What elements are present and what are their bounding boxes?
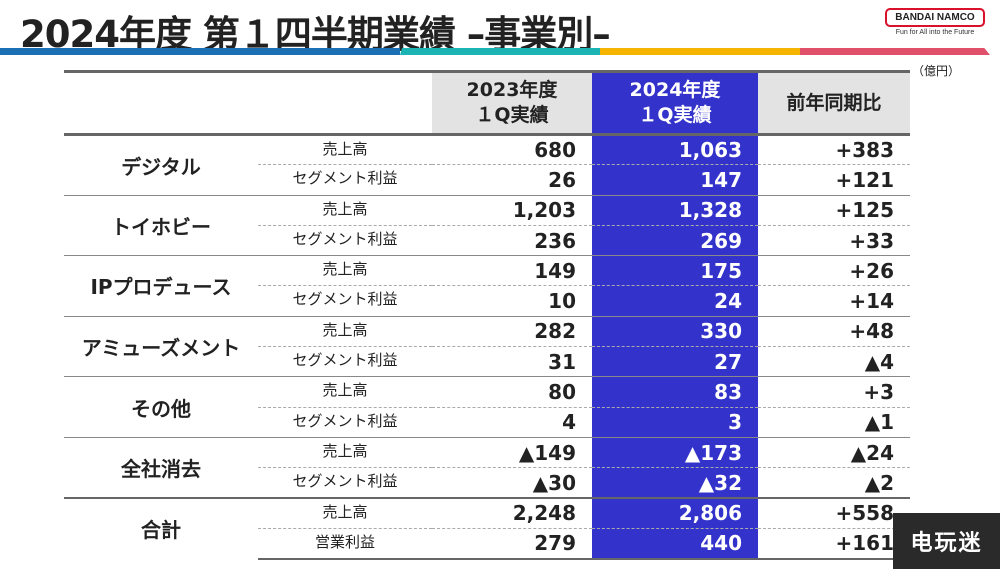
table-row: その他 売上高 80 83 +3 <box>64 376 910 438</box>
value-yoy: +48 <box>758 315 910 347</box>
value-yoy: ▲2 <box>758 467 910 499</box>
header-yoy: 前年同期比 <box>758 70 910 136</box>
value-2023: 1,203 <box>432 194 592 226</box>
metric-label: セグメント利益 <box>258 467 432 499</box>
metric-label: セグメント利益 <box>258 224 432 256</box>
segment-name: IPプロデュース <box>64 255 258 317</box>
value-yoy: +383 <box>758 133 910 165</box>
value-2023: 149 <box>432 255 592 286</box>
metric-label: 売上高 <box>258 194 432 226</box>
value-yoy: +26 <box>758 255 910 286</box>
unit-label: （億円） <box>912 64 961 78</box>
metric-label: セグメント利益 <box>258 346 432 377</box>
value-yoy: +14 <box>758 285 910 317</box>
value-2023: 282 <box>432 315 592 347</box>
watermark: 电玩迷 <box>893 513 1000 569</box>
value-2023: 2,248 <box>432 497 592 529</box>
value-2024: 269 <box>592 224 758 256</box>
value-2023: ▲30 <box>432 467 592 499</box>
value-yoy: +33 <box>758 224 910 256</box>
metric-label: セグメント利益 <box>258 406 432 438</box>
value-2023: 10 <box>432 285 592 317</box>
table-row: IPプロデュース 売上高 149 175 +26 <box>64 255 910 317</box>
value-yoy: +161 <box>758 527 910 560</box>
table-row: セグメント利益 236 269 +33 <box>64 224 910 256</box>
value-2023: 80 <box>432 376 592 408</box>
metric-label: セグメント利益 <box>258 164 432 196</box>
segment-name: トイホビー <box>64 194 258 256</box>
header-2024: 2024年度 １Q実績 <box>592 70 758 136</box>
table-row: アミューズメント 売上高 282 330 +48 <box>64 315 910 377</box>
value-2023: 31 <box>432 346 592 377</box>
header-2023: 2023年度 １Q実績 <box>432 70 592 136</box>
bandai-namco-logo: BANDAI NAMCO Fun for All into the Future <box>885 8 985 36</box>
value-yoy: +121 <box>758 164 910 196</box>
value-2023: 4 <box>432 406 592 438</box>
value-2024: 330 <box>592 315 758 347</box>
value-2024: 440 <box>592 527 758 560</box>
value-2024: ▲32 <box>592 467 758 499</box>
segment-name: 合計 <box>64 497 258 559</box>
value-2023: 279 <box>432 527 592 560</box>
value-2023: 26 <box>432 164 592 196</box>
metric-label: 売上高 <box>258 315 432 347</box>
table-row: 全社消去 売上高 ▲149 ▲173 ▲24 <box>64 436 910 499</box>
segment-name: デジタル <box>64 134 258 196</box>
value-2024: 83 <box>592 376 758 408</box>
table-row: デジタル 売上高 680 1,063 +383 <box>64 133 910 196</box>
logo-text: BANDAI NAMCO <box>885 8 985 27</box>
value-2024: 24 <box>592 285 758 317</box>
value-2024: 27 <box>592 346 758 377</box>
metric-label: 売上高 <box>258 376 432 408</box>
value-yoy: ▲4 <box>758 346 910 377</box>
segment-name: 全社消去 <box>64 436 258 499</box>
table-row: セグメント利益 4 3 ▲1 <box>64 406 910 438</box>
metric-label: 売上高 <box>258 497 432 529</box>
metric-label: 売上高 <box>258 133 432 165</box>
table-row: セグメント利益 10 24 +14 <box>64 285 910 317</box>
table-row: セグメント利益 ▲30 ▲32 ▲2 <box>64 467 910 499</box>
segment-name: その他 <box>64 376 258 438</box>
value-2024: ▲173 <box>592 436 758 468</box>
table-row: 合計 売上高 2,248 2,806 +558 <box>64 497 910 559</box>
table-row: 営業利益 279 440 +161 <box>64 527 910 560</box>
value-2024: 2,806 <box>592 497 758 529</box>
value-2023: ▲149 <box>432 436 592 468</box>
value-2023: 680 <box>432 133 592 165</box>
value-2023: 236 <box>432 224 592 256</box>
value-yoy: ▲1 <box>758 406 910 438</box>
segment-name: アミューズメント <box>64 315 258 377</box>
table-row: セグメント利益 31 27 ▲4 <box>64 346 910 377</box>
value-yoy: +558 <box>758 497 910 529</box>
value-yoy: ▲24 <box>758 436 910 468</box>
color-stripe <box>0 48 1000 55</box>
value-2024: 3 <box>592 406 758 438</box>
value-2024: 175 <box>592 255 758 286</box>
metric-label: 売上高 <box>258 436 432 468</box>
value-2024: 147 <box>592 164 758 196</box>
metric-label: セグメント利益 <box>258 285 432 317</box>
metric-label: 営業利益 <box>258 527 432 560</box>
table-row: セグメント利益 26 147 +121 <box>64 164 910 196</box>
value-yoy: +3 <box>758 376 910 408</box>
value-yoy: +125 <box>758 194 910 226</box>
metric-label: 売上高 <box>258 255 432 286</box>
value-2024: 1,328 <box>592 194 758 226</box>
logo-tagline: Fun for All into the Future <box>895 29 975 36</box>
value-2024: 1,063 <box>592 133 758 165</box>
segment-results-table: 2023年度 １Q実績 2024年度 １Q実績 前年同期比 デジタル 売上高 680… <box>64 70 910 560</box>
table-row: トイホビー 売上高 1,203 1,328 +125 <box>64 194 910 256</box>
